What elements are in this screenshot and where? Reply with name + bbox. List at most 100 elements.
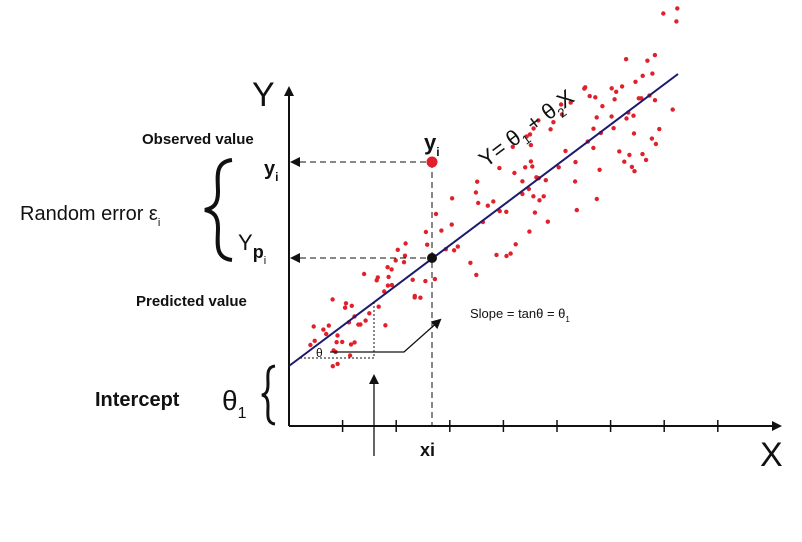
- subscript: i: [436, 145, 439, 159]
- scatter-dot: [389, 267, 394, 272]
- scatter-dot: [623, 57, 629, 62]
- scatter-dot: [512, 170, 517, 176]
- scatter-dot: [386, 274, 391, 280]
- scatter-dot: [631, 131, 637, 136]
- scatter-dot: [455, 244, 460, 249]
- x-ticks: [341, 420, 719, 432]
- scatter-dot: [614, 89, 619, 95]
- subscript: 1: [238, 405, 247, 422]
- scatter-dot: [334, 340, 339, 345]
- scatter-dot: [587, 93, 592, 99]
- scatter-dot: [650, 71, 655, 76]
- scatter-dot: [632, 169, 637, 174]
- scatter-dot: [311, 324, 316, 329]
- symbol: y: [424, 130, 437, 155]
- intercept-label: Intercept: [95, 389, 180, 411]
- scatter-dot: [527, 132, 533, 137]
- scatter-dot: [639, 96, 644, 101]
- scatter-dot: [640, 73, 645, 79]
- scatter-dot: [559, 112, 565, 117]
- scatter-dot: [335, 361, 340, 367]
- observed-symbol: yi: [264, 158, 278, 184]
- scatter-dot: [473, 190, 479, 195]
- scatter-dot: [593, 95, 598, 100]
- scatter-dot: [537, 198, 542, 203]
- scatter-dot: [591, 145, 596, 151]
- scatter-dot: [530, 164, 535, 169]
- scatter-dot: [675, 6, 680, 11]
- scatter-dot: [548, 127, 553, 132]
- scatter-dot: [432, 276, 438, 282]
- symbol: Y: [238, 230, 253, 255]
- scatter-dot: [583, 85, 588, 90]
- scatter-dot: [494, 252, 499, 258]
- scatter-dot: [617, 149, 622, 154]
- scatter-dot: [536, 118, 541, 123]
- subscript: i: [158, 217, 160, 229]
- point-symbol: yi: [424, 130, 440, 159]
- scatter-dot: [629, 164, 635, 170]
- scatter-dot: [425, 242, 430, 247]
- scatter-dot: [312, 338, 317, 343]
- scatter-dot: [475, 179, 480, 184]
- scatter-dot: [395, 247, 400, 252]
- regression-line: [288, 73, 679, 367]
- scatter-dot: [591, 126, 596, 131]
- scatter-dot: [640, 151, 645, 157]
- scatter-dot: [657, 126, 662, 132]
- scatter-dot: [649, 136, 655, 141]
- scatter-dot: [531, 126, 536, 131]
- scatter-dot: [594, 115, 599, 120]
- scatter-dot: [643, 157, 649, 163]
- scatter-dot: [376, 304, 381, 309]
- random-error-label: Random error εi: [20, 203, 160, 229]
- scatter-dot: [661, 11, 666, 16]
- scatter-dot: [541, 194, 546, 199]
- scatter-dot: [504, 209, 509, 214]
- scatter-dot: [558, 102, 564, 107]
- symbol: θ: [222, 385, 238, 416]
- scatter-dot: [343, 301, 349, 306]
- scatter-dot: [563, 148, 568, 154]
- scatter-dot: [375, 275, 380, 280]
- scatter-dot: [611, 126, 616, 131]
- scatter-dot: [330, 297, 335, 302]
- scatter-dot: [423, 278, 428, 284]
- scatter-dot: [340, 339, 345, 345]
- scatter-dot: [497, 208, 502, 214]
- scatter-dot: [619, 84, 625, 89]
- scatter-dot: [532, 210, 538, 215]
- scatter-dot: [633, 79, 638, 85]
- scatter-dot: [401, 260, 407, 265]
- scatter-dot: [330, 364, 335, 369]
- scatter-dot: [385, 283, 391, 288]
- scatter-dot: [433, 211, 439, 217]
- scatter-dot: [551, 120, 556, 125]
- scatter-dot: [321, 327, 326, 332]
- x-axis-label: X: [760, 436, 783, 474]
- scatter-dot: [449, 222, 454, 227]
- scatter-dot: [631, 113, 636, 118]
- predicted-point: [427, 253, 437, 263]
- scatter-dot: [612, 97, 617, 102]
- scatter-dot: [324, 331, 329, 337]
- scatter-dot: [513, 242, 518, 247]
- scatter-dot: [497, 165, 502, 171]
- scatter-dot: [645, 58, 650, 63]
- y-axis-label: Y: [252, 76, 275, 114]
- equation: Y= θ1 + θ2X: [474, 84, 581, 175]
- scatter-dot: [389, 282, 395, 288]
- scatter-dot: [383, 323, 388, 328]
- scatter-dot: [418, 295, 423, 300]
- scatter-dot: [573, 159, 578, 165]
- scatter-dot: [674, 19, 679, 24]
- scatter-dot: [361, 271, 367, 277]
- scatter-dot: [491, 199, 496, 204]
- subscript: 1: [565, 315, 570, 324]
- scatter-dot: [594, 196, 599, 202]
- subscript: p: [253, 242, 264, 262]
- scatter-dot: [600, 104, 605, 109]
- observed-point: [426, 156, 438, 168]
- scatter-dot: [393, 258, 398, 263]
- scatter-dot: [543, 178, 548, 183]
